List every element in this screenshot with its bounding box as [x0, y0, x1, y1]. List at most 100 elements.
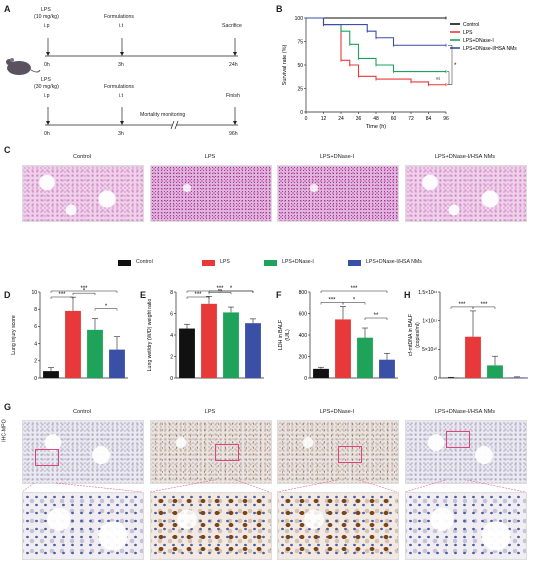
- he-image-control: [22, 165, 144, 222]
- row1-agent: LPS: [41, 7, 51, 13]
- y-tick-label: 1.5×10¹¹: [418, 290, 437, 296]
- bar-3: [509, 377, 525, 378]
- sig-label: ns: [218, 288, 222, 293]
- x-tick-label: 96: [443, 116, 449, 122]
- row2-dose: (30 mg/kg): [34, 84, 59, 90]
- bar-3: [109, 349, 125, 378]
- legend-label-lps: LPS: [220, 259, 230, 265]
- he-image-nms: [405, 165, 527, 222]
- y-tick-label: 100: [295, 16, 304, 22]
- sig-bracket: [342, 302, 366, 305]
- y-axis-label: Survival rate (%): [282, 45, 288, 86]
- panel-label-h: H: [404, 290, 411, 300]
- row1-dose: (10 mg/kg): [34, 14, 59, 20]
- roi-box: [446, 431, 470, 448]
- sig-label: ***: [350, 286, 358, 292]
- row2-time-0: 0h: [44, 131, 50, 137]
- cf-mtdna-chart: 0 5×10¹⁰ 1×10¹¹ 1.5×10¹¹ cf-mtDNA in BALF (co…: [408, 290, 528, 382]
- y-axis-label: cf-mtDNA in BALF: [408, 314, 414, 356]
- row1-sacrifice: Sacrifice: [222, 23, 242, 29]
- bar-1: [335, 319, 351, 378]
- x-tick-label: 84: [426, 116, 432, 122]
- legend-swatch-dnase: [264, 260, 277, 266]
- row2-route-it: i.t: [119, 93, 124, 99]
- panel-label-a: A: [4, 4, 11, 14]
- bar-3: [379, 359, 395, 378]
- sig-bracket: [447, 71, 450, 85]
- sig-label: ***: [328, 298, 336, 304]
- sig-bracket: [94, 308, 118, 311]
- bar-1: [465, 336, 481, 378]
- sig-ns: ns: [436, 76, 440, 81]
- ihc-zoom-nms: [405, 492, 527, 560]
- he-header-control: Control: [72, 154, 92, 160]
- ihc-zoom-control: [22, 492, 144, 560]
- zoom-connector-lines: [21, 480, 526, 492]
- sig-label: ***: [458, 302, 466, 308]
- roi-box: [338, 446, 362, 463]
- y-tick-label: 0: [34, 376, 37, 382]
- legend-swatch-control: [118, 260, 131, 266]
- y-axis-unit: (U/L): [285, 329, 291, 341]
- x-tick-label: 72: [408, 116, 414, 122]
- panel-label-e: E: [140, 290, 147, 300]
- sig-label: ***: [80, 286, 88, 292]
- ihc-header-lps: LPS: [204, 409, 216, 415]
- survival-chart: 0 25 50 75 100 0 12 24 36 48 60 72 84 96 Time (h) Survi…: [282, 16, 517, 130]
- legend-label-dnase: LPS+DNase-I: [282, 259, 314, 265]
- bar-1: [65, 310, 81, 378]
- survival-line-3: [306, 17, 446, 46]
- ihc-image-control: [22, 420, 144, 484]
- row2-agent: LPS: [41, 77, 51, 83]
- bar-2: [487, 365, 503, 378]
- row2-time-3: 3h: [118, 131, 124, 137]
- panel-label-g: G: [4, 402, 12, 412]
- panel-label-c: C: [4, 145, 11, 155]
- survival-line-1: [306, 17, 446, 86]
- y-tick-label: 0: [300, 110, 303, 116]
- ihc-image-lps: [150, 420, 272, 484]
- ihc-header-nms: LPS+DNase-I/HSA NMs: [434, 409, 496, 415]
- sig-label: *: [353, 298, 356, 304]
- y-tick-label: 600: [299, 311, 308, 317]
- bar-0: [313, 368, 329, 378]
- sig-bracket: [448, 45, 453, 85]
- sig-bracket: [186, 296, 210, 299]
- he-header-dnase: LPS+DNase-I: [319, 154, 355, 160]
- bar-1: [201, 303, 217, 378]
- he-image-lps: [150, 165, 272, 222]
- bar-2: [223, 312, 239, 378]
- y-tick-label: 200: [299, 354, 308, 360]
- row1-route-ip: i.p: [44, 23, 50, 29]
- y-tick-label: 10: [31, 290, 37, 296]
- ihc-header-control: Control: [72, 409, 92, 415]
- sig-label: ***: [194, 292, 202, 298]
- bar-2: [357, 337, 373, 378]
- y-tick-label: 6: [34, 324, 37, 330]
- y-axis-label: LDH in BALF: [278, 320, 284, 350]
- sig-bracket: [320, 290, 388, 293]
- sig-bracket: [50, 296, 74, 299]
- ihc-zoom-dnase: [277, 492, 399, 560]
- y-tick-label: 75: [297, 39, 303, 45]
- row1-route-it: i.t: [119, 23, 124, 29]
- x-tick-label: 24: [338, 116, 344, 122]
- sig-label: ***: [480, 302, 488, 308]
- y-tick-label: 800: [299, 290, 308, 296]
- sig-bracket: [72, 292, 96, 296]
- legend-label-1: LPS: [463, 30, 473, 36]
- row1-time-0: 0h: [44, 62, 50, 68]
- y-tick-label: 8: [34, 307, 37, 313]
- sig-star: *: [454, 63, 457, 69]
- y-tick-label: 2: [34, 359, 37, 365]
- row1-formulations: Formulations: [104, 14, 134, 20]
- sig-label: ***: [58, 292, 66, 298]
- bar-2: [87, 329, 103, 378]
- he-header-nms: LPS+DNase-I/HSA NMs: [434, 154, 496, 160]
- legend-swatch-lps: [202, 260, 215, 266]
- legend-label-2: LPS+DNase-I: [463, 38, 494, 44]
- bar-0: [179, 328, 195, 378]
- x-tick-label: 36: [356, 116, 362, 122]
